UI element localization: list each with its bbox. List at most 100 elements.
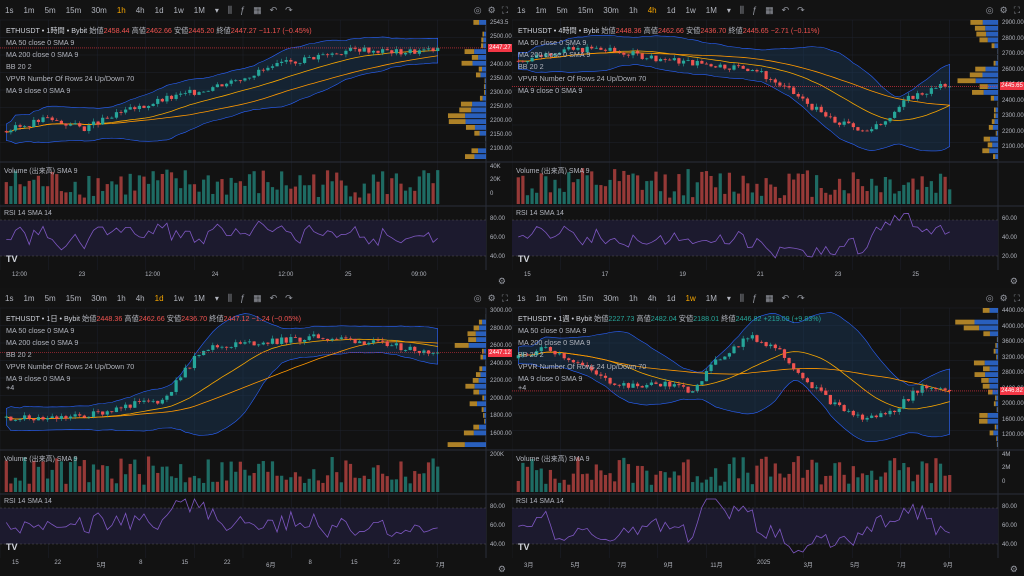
timeframe-1d[interactable]: 1d	[666, 5, 676, 15]
price-axis[interactable]: 4400.004000.003600.003200.002800.002400.…	[1000, 308, 1024, 448]
indicator-legend[interactable]: MA 50 close 0 SMA 9	[6, 38, 312, 47]
symbol-title[interactable]: ETHUSDT • 1週 • Bybit	[518, 314, 592, 323]
timeframe-4h[interactable]: 4h	[135, 5, 145, 15]
indicator-label[interactable]: MA 200 close 0 SMA 9	[6, 338, 79, 347]
timeframe-1m[interactable]: 1m	[535, 293, 547, 303]
chart-canvas[interactable]	[512, 0, 1024, 288]
indicator-label[interactable]: MA 200 close 0 SMA 9	[518, 50, 591, 59]
indicator-label[interactable]: MA 200 close 0 SMA 9	[6, 50, 79, 59]
symbol-title[interactable]: ETHUSDT • 4時間 • Bybit	[518, 26, 600, 35]
indicator-legend[interactable]: MA 200 close 0 SMA 9	[6, 338, 301, 347]
volume-pane-label[interactable]: Volume (出来高) SMA 9	[4, 454, 78, 464]
camera-icon[interactable]: ◎	[473, 4, 482, 15]
timeframe-30m[interactable]: 30m	[603, 5, 619, 15]
indicator-icon[interactable]: ƒ	[752, 5, 758, 15]
template-icon[interactable]: ▦	[253, 4, 262, 15]
timeframe-dropdown[interactable]: ▾	[214, 293, 219, 303]
chart-panel-4h[interactable]: 1s 1m 5m 15m 30m 1h 4h 1d 1w 1M ▾ ⫼ ƒ ▦ ↶ ↷ ◎ ⚙ ⛶ ETHUSDT •…	[512, 0, 1024, 288]
undo-icon[interactable]: ↶	[781, 4, 790, 15]
volume-pane-label[interactable]: Volume (出来高) SMA 9	[516, 166, 590, 176]
timeframe-4h[interactable]: 4h	[647, 293, 657, 303]
fullscreen-icon[interactable]: ⛶	[501, 292, 508, 303]
price-axis[interactable]: 3000.00 2800.00 2600.00 2400.00 2200.00 2000.…	[488, 308, 512, 448]
redo-icon[interactable]: ↷	[285, 292, 293, 303]
candle-icon[interactable]: ⫼	[739, 292, 745, 303]
indicator-label[interactable]: MA 9 close 0 SMA 9	[6, 374, 71, 383]
rsi-pane-label[interactable]: RSI 14 SMA 14	[516, 210, 564, 217]
template-icon[interactable]: ▦	[253, 292, 262, 303]
chart-canvas[interactable]	[0, 0, 512, 288]
collapse-label[interactable]: +4	[518, 383, 527, 392]
timeframe-15m[interactable]: 15m	[577, 5, 594, 15]
candle-icon[interactable]: ⫼	[739, 4, 745, 15]
chart-panel-1w[interactable]: 1s 1m 5m 15m 30m 1h 4h 1d 1w 1M ▾ ⫼ ƒ ▦ ↶ ↷ ◎ ⚙ ⛶ ETHUSDT •…	[512, 288, 1024, 576]
timeframe-4h[interactable]: 4h	[647, 5, 657, 15]
indicator-legend[interactable]: BB 20 2	[6, 62, 312, 71]
timeframe-dropdown[interactable]: ▾	[214, 5, 219, 15]
indicator-legend[interactable]: VPVR Number Of Rows 24 Up/Down 70	[6, 74, 312, 83]
settings-icon[interactable]: ⚙	[999, 292, 1008, 303]
template-icon[interactable]: ▦	[765, 4, 774, 15]
fullscreen-icon[interactable]: ⛶	[1013, 292, 1020, 303]
timeframe-15m[interactable]: 15m	[65, 293, 82, 303]
undo-icon[interactable]: ↶	[269, 292, 278, 303]
indicator-legend[interactable]: VPVR Number Of Rows 24 Up/Down 70	[518, 362, 821, 371]
timeframe-1w[interactable]: 1w	[173, 293, 184, 303]
indicator-legend[interactable]: MA 200 close 0 SMA 9	[518, 50, 820, 59]
time-axis[interactable]: 15 17 19 21 23 25	[512, 272, 1000, 282]
volume-pane-label[interactable]: Volume (出来高) SMA 9	[516, 454, 590, 464]
timeframe-dropdown[interactable]: ▾	[726, 293, 731, 303]
candle-icon[interactable]: ⫼	[227, 292, 233, 303]
timeframe-30m[interactable]: 30m	[603, 293, 619, 303]
chart-canvas[interactable]	[0, 288, 512, 576]
collapse-indicators-button[interactable]: +4	[518, 383, 821, 392]
indicator-legend[interactable]: MA 50 close 0 SMA 9	[6, 326, 301, 335]
settings-icon[interactable]: ⚙	[487, 292, 496, 303]
timeframe-5m[interactable]: 5m	[44, 293, 56, 303]
indicator-legend[interactable]: MA 9 close 0 SMA 9	[518, 86, 820, 95]
settings-icon[interactable]: ⚙	[1009, 276, 1018, 286]
rsi-pane-label[interactable]: RSI 14 SMA 14	[516, 498, 564, 505]
indicator-legend[interactable]: MA 9 close 0 SMA 9	[6, 86, 312, 95]
timeframe-30m[interactable]: 30m	[91, 5, 107, 15]
redo-icon[interactable]: ↷	[285, 4, 293, 15]
indicator-legend[interactable]: BB 20 2	[518, 350, 821, 359]
camera-icon[interactable]: ◎	[985, 292, 994, 303]
settings-icon[interactable]: ⚙	[497, 276, 506, 286]
indicator-legend[interactable]: VPVR Number Of Rows 24 Up/Down 70	[6, 362, 301, 371]
timeframe-4h[interactable]: 4h	[135, 293, 145, 303]
time-axis[interactable]: 15 22 5月 8 15 22 6月 8 15 22 7月	[0, 560, 488, 570]
settings-icon[interactable]: ⚙	[999, 4, 1008, 15]
timeframe-1d[interactable]: 1d	[154, 293, 164, 303]
indicator-legend[interactable]: BB 20 2	[518, 62, 820, 71]
collapse-indicators-button[interactable]: +4	[6, 383, 301, 392]
symbol-title[interactable]: ETHUSDT • 1日 • Bybit	[6, 314, 80, 323]
timeframe-1m[interactable]: 1m	[23, 5, 35, 15]
volume-pane-label[interactable]: Volume (出来高) SMA 9	[4, 166, 78, 176]
timeframe-5m[interactable]: 5m	[556, 293, 568, 303]
timeframe-15m[interactable]: 15m	[577, 293, 594, 303]
indicator-label[interactable]: MA 50 close 0 SMA 9	[6, 38, 75, 47]
indicator-label[interactable]: VPVR Number Of Rows 24 Up/Down 70	[518, 362, 647, 371]
chart-panel-1h[interactable]: 1s 1m 5m 15m 30m 1h 4h 1d 1w 1M ▾ ⫼ ƒ ▦ ↶ ↷ ◎ ⚙ ⛶ ETHUSDT •…	[0, 0, 512, 288]
indicator-icon[interactable]: ƒ	[752, 293, 758, 303]
rsi-pane-label[interactable]: RSI 14 SMA 14	[4, 210, 52, 217]
indicator-label[interactable]: BB 20 2	[6, 350, 32, 359]
indicator-legend[interactable]: MA 200 close 0 SMA 9	[6, 50, 312, 59]
indicator-icon[interactable]: ƒ	[240, 293, 246, 303]
time-axis[interactable]: 3月 5月 7月 9月 11月 2025 3月 5月 7月 9月	[512, 560, 1000, 570]
indicator-label[interactable]: VPVR Number Of Rows 24 Up/Down 70	[518, 74, 647, 83]
fullscreen-icon[interactable]: ⛶	[501, 4, 508, 15]
indicator-label[interactable]: MA 50 close 0 SMA 9	[6, 326, 75, 335]
indicator-legend[interactable]: MA 200 close 0 SMA 9	[518, 338, 821, 347]
indicator-label[interactable]: MA 9 close 0 SMA 9	[518, 374, 583, 383]
timeframe-1h[interactable]: 1h	[628, 5, 638, 15]
candle-icon[interactable]: ⫼	[227, 4, 233, 15]
timeframe-1s[interactable]: 1s	[517, 293, 526, 303]
indicator-label[interactable]: MA 50 close 0 SMA 9	[518, 38, 587, 47]
indicator-legend[interactable]: MA 9 close 0 SMA 9	[518, 374, 821, 383]
timeframe-1m[interactable]: 1m	[535, 5, 547, 15]
indicator-icon[interactable]: ƒ	[240, 5, 246, 15]
indicator-label[interactable]: BB 20 2	[6, 62, 32, 71]
timeframe-1h[interactable]: 1h	[628, 293, 638, 303]
